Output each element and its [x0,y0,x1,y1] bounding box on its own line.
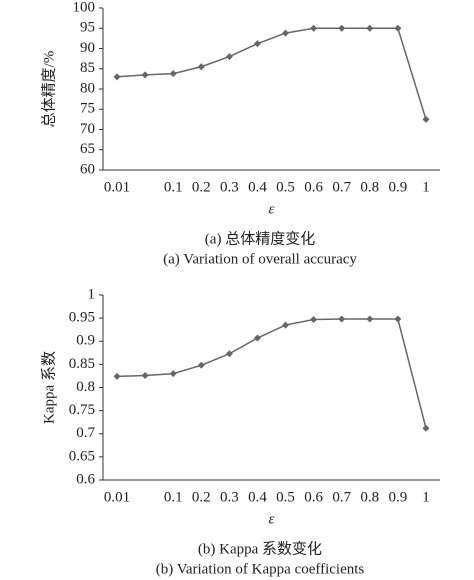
y-tick-label: 0.95 [69,310,95,326]
series-line [116,27,427,120]
x-axis-label: ε [269,201,275,217]
x-tick-label: 0.7 [332,489,351,505]
series-line [117,318,427,429]
y-axis-label: 总体精度/% [40,51,57,128]
x-tick-label: 0.1 [164,179,183,195]
caption: (a) 总体精度变化 [205,230,315,247]
x-tick-label: 0.9 [389,179,408,195]
point [366,24,374,32]
caption: (b) Kappa 系数变化 [198,540,322,557]
y-tick-label: 70 [80,121,95,137]
x-tick-label: 0.2 [192,179,211,195]
y-tick-label: 0.7 [76,425,95,441]
point [366,315,374,323]
point [282,321,290,329]
y-tick-label: 0.6 [76,471,95,487]
x-tick-label: 0.5 [276,489,295,505]
point [141,71,149,79]
point [141,371,149,379]
x-tick-label: 0.01 [104,179,130,195]
x-tick-label: 0.9 [389,489,408,505]
x-tick-label: 0.7 [332,179,351,195]
point [113,372,121,380]
point [169,370,177,378]
x-tick-label: 0.3 [220,489,239,505]
y-tick-label: 1 [88,286,96,302]
point [197,361,205,369]
x-tick-label: 0.4 [248,489,267,505]
caption: (a) Variation of overall accuracy [163,251,357,267]
y-axis-label: Kappa 系数 [40,351,57,424]
y-tick-label: 90 [80,40,95,56]
y-tick-label: 0.65 [69,448,95,464]
point [225,53,233,61]
x-tick-label: 0.2 [192,489,211,505]
point [338,315,346,323]
y-tick-label: 0.75 [69,402,95,418]
y-tick-label: 0.8 [76,379,95,395]
x-tick-label: 0.01 [104,489,130,505]
x-tick-label: 0.5 [276,179,295,195]
point [253,40,261,48]
point [253,334,261,342]
x-tick-label: 1 [422,179,430,195]
point [394,315,402,323]
y-tick-label: 80 [80,80,95,96]
point [169,70,177,78]
y-tick-label: 100 [73,0,96,15]
y-tick-label: 85 [80,60,95,76]
y-tick-label: 0.85 [69,356,95,372]
point [394,24,402,32]
point [338,24,346,32]
point [310,316,318,324]
y-tick-label: 65 [80,141,95,157]
x-tick-label: 1 [422,489,430,505]
x-tick-label: 0.1 [164,489,183,505]
x-tick-label: 0.8 [360,489,379,505]
point [422,115,430,123]
point [422,424,430,432]
x-axis-label: ε [269,511,275,527]
point [197,63,205,71]
x-tick-label: 0.6 [304,179,323,195]
x-tick-label: 0.8 [360,179,379,195]
point [310,24,318,32]
point [225,350,233,358]
y-tick-label: 95 [80,20,95,36]
point [113,73,121,81]
y-tick-label: 0.9 [76,333,95,349]
caption: (b) Variation of Kappa coefficients [156,561,365,577]
x-tick-label: 0.6 [304,489,323,505]
point [282,29,290,37]
x-tick-label: 0.3 [220,179,239,195]
y-tick-label: 60 [80,161,95,177]
x-tick-label: 0.4 [248,179,267,195]
y-tick-label: 75 [80,101,95,117]
